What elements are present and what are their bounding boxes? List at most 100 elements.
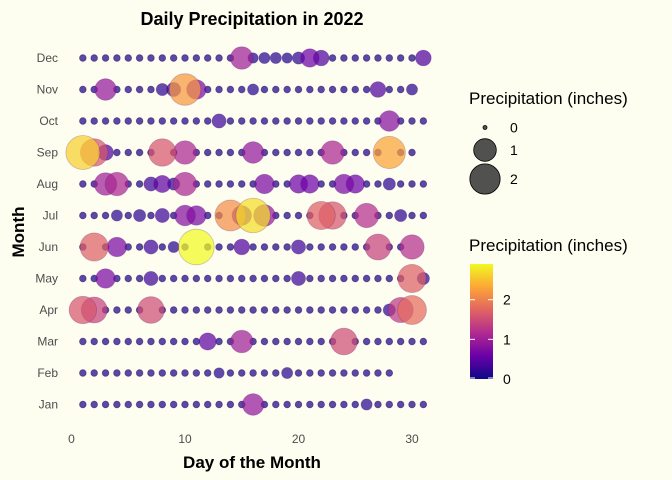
data-point: [178, 228, 215, 266]
data-point: [135, 180, 144, 188]
data-point: [135, 243, 144, 251]
data-point: [158, 243, 167, 251]
data-point: [147, 117, 155, 125]
data-point: [158, 54, 167, 62]
data-point: [306, 148, 314, 157]
data-point: [328, 400, 337, 409]
data-point: [192, 274, 201, 283]
data-point: [340, 54, 348, 62]
data-point: [158, 369, 167, 377]
data-point: [238, 180, 246, 188]
data-point: [306, 306, 314, 314]
data-point: [396, 54, 405, 62]
data-point: [135, 148, 144, 157]
data-point: [181, 369, 189, 377]
data-point: [306, 243, 314, 251]
data-point: [330, 327, 358, 356]
y-axis-title: Month: [9, 207, 28, 258]
data-point: [215, 85, 223, 94]
data-point: [203, 306, 212, 314]
data-point: [192, 400, 201, 409]
data-point: [362, 306, 371, 314]
data-point: [320, 140, 345, 165]
data-point: [226, 400, 235, 409]
x-tick-label: 30: [405, 432, 419, 446]
data-point: [408, 148, 416, 157]
data-point: [351, 117, 359, 125]
data-point: [249, 306, 257, 314]
data-point: [113, 337, 121, 346]
data-point: [79, 117, 87, 125]
data-point: [408, 400, 416, 409]
data-point: [360, 398, 373, 411]
data-point: [405, 83, 419, 96]
data-point: [385, 337, 394, 346]
data-point: [143, 271, 159, 286]
data-point: [174, 204, 196, 227]
data-point: [181, 400, 189, 409]
data-point: [147, 400, 155, 409]
data-point: [192, 117, 201, 125]
data-point: [230, 46, 254, 70]
data-point: [90, 337, 98, 346]
data-point: [260, 85, 269, 94]
data-point: [408, 54, 416, 62]
data-point: [294, 337, 303, 346]
data-point: [364, 233, 392, 261]
data-point: [192, 306, 201, 314]
data-point: [101, 369, 110, 377]
data-point: [362, 369, 371, 377]
data-point: [113, 54, 121, 62]
color-legend-label: 1: [503, 331, 511, 347]
data-point: [124, 54, 132, 62]
data-point: [306, 200, 336, 231]
data-point: [294, 117, 303, 125]
data-point: [351, 54, 359, 62]
data-point: [351, 243, 359, 251]
data-point: [147, 369, 155, 377]
data-point: [374, 274, 382, 283]
color-legend-label: 2: [503, 292, 511, 308]
data-point: [328, 85, 337, 94]
data-point: [317, 369, 325, 377]
data-point: [394, 208, 408, 223]
data-point: [317, 306, 325, 314]
data-point: [294, 306, 303, 314]
data-point: [385, 274, 394, 283]
data-point: [215, 400, 223, 409]
data-point: [101, 117, 110, 125]
data-point: [419, 180, 428, 188]
data-point: [158, 400, 167, 409]
data-point: [110, 209, 123, 222]
data-point: [124, 148, 132, 157]
data-point: [79, 400, 87, 409]
data-point: [317, 117, 325, 125]
data-point: [124, 306, 132, 314]
data-point: [283, 85, 291, 94]
data-point: [147, 85, 155, 94]
data-point: [226, 306, 235, 314]
data-point: [283, 400, 291, 409]
data-point: [362, 337, 371, 346]
data-point: [172, 140, 198, 165]
data-point: [306, 369, 314, 377]
data-point: [181, 117, 189, 125]
data-point: [385, 54, 394, 62]
data-point: [378, 110, 401, 132]
data-point: [113, 117, 121, 125]
data-point: [238, 85, 246, 94]
data-point: [260, 243, 269, 251]
data-point: [362, 148, 371, 157]
data-point: [106, 236, 128, 258]
data-point: [374, 306, 382, 314]
data-point: [143, 239, 159, 255]
data-point: [269, 51, 282, 65]
data-point: [397, 263, 427, 294]
data-point: [169, 274, 178, 283]
data-point: [354, 202, 380, 229]
data-point: [124, 211, 132, 220]
data-point: [351, 85, 359, 94]
data-point: [135, 274, 144, 283]
data-point: [226, 148, 235, 157]
